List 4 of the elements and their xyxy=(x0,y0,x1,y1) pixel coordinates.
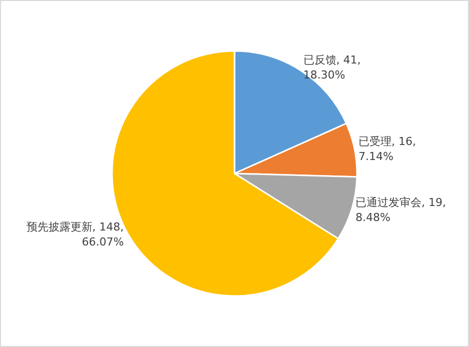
slice-label: 已反馈, 41, 18.30% xyxy=(303,53,361,82)
slice-label: 已通过发审会, 19, 8.48% xyxy=(356,196,446,224)
slice-label: 预先披露更新, 148, 66.07% xyxy=(26,220,124,249)
slice-label: 已受理, 16, 7.14% xyxy=(358,134,416,163)
